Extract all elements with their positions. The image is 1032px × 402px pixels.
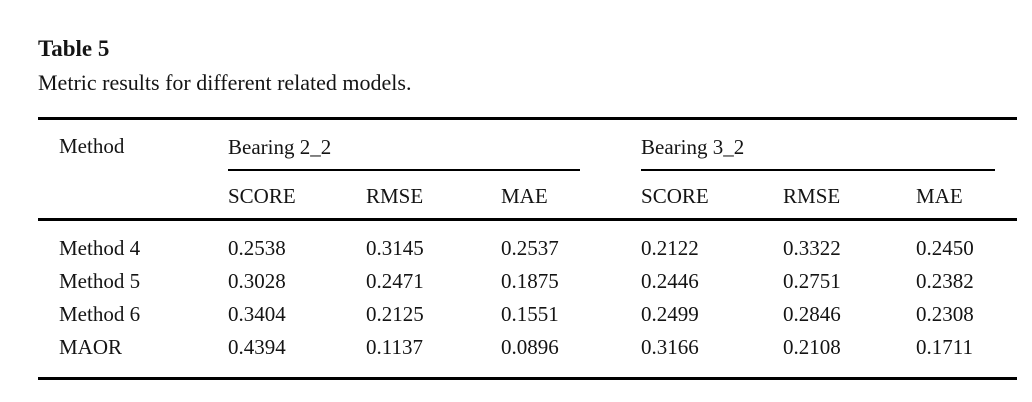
table-row-method-5: Method 5 0.3028 0.2471 0.1875 0.2446 0.2… (38, 265, 1017, 298)
group-label-bearing-2-2: Bearing 2_2 (228, 134, 581, 171)
table-cell: 0.2125 (366, 302, 424, 326)
row-label: Method 5 (59, 269, 141, 293)
table-cell: 0.4394 (228, 335, 286, 359)
table-cell: 0.1875 (501, 269, 559, 293)
row-label: Method 6 (59, 302, 141, 326)
column-group-bearing-3-2: Bearing 3_2 (641, 119, 1017, 171)
column-header-rmse-1: RMSE (366, 171, 501, 221)
table-cell: 0.2122 (641, 236, 699, 260)
table-cell: 0.3166 (641, 335, 699, 359)
table-cell: 0.1551 (501, 302, 559, 326)
group-header-row: Method Bearing 2_2 Bearing 3_2 (38, 118, 1017, 221)
metrics-table: Method Bearing 2_2 Bearing 3_2 SCORE RMS… (38, 117, 1018, 380)
subheader-row: SCORE RMSE MAE SCORE RMSE MAE (38, 171, 1018, 221)
table-cell: 0.2471 (366, 269, 424, 293)
table-cell: 0.1137 (366, 335, 423, 359)
table-cell: 0.3322 (783, 236, 841, 260)
table-cell: 0.2450 (916, 236, 974, 260)
row-label: Method 4 (59, 236, 141, 260)
group-label-bearing-3-2: Bearing 3_2 (641, 134, 996, 171)
table-cell: 0.3145 (366, 236, 424, 260)
table-number-heading: Table 5 (38, 36, 110, 61)
table-cell: 0.2537 (501, 236, 559, 260)
table-cell: 0.2846 (783, 302, 841, 326)
table-cell: 0.3404 (228, 302, 286, 326)
table-cell: 0.3028 (228, 269, 286, 293)
table-row-method-4: Method 4 0.2538 0.3145 0.2537 0.2122 0.3… (38, 220, 1017, 266)
table-cell: 0.2446 (641, 269, 699, 293)
column-header-method: Method (38, 118, 228, 221)
table-cell: 0.2382 (916, 269, 974, 293)
column-header-mae-2: MAE (916, 171, 1018, 221)
column-group-bearing-2-2: Bearing 2_2 (228, 119, 641, 171)
table-cell: 0.2751 (783, 269, 841, 293)
table-caption: Metric results for different related mod… (38, 70, 412, 95)
table-cell: 0.2308 (916, 302, 974, 326)
table-row-maor: MAOR 0.4394 0.1137 0.0896 0.3166 0.2108 … (38, 331, 1017, 379)
column-header-score-1: SCORE (228, 171, 366, 221)
row-label: MAOR (59, 335, 123, 359)
table-cell: 0.2538 (228, 236, 286, 260)
table-cell: 0.1711 (916, 335, 974, 359)
table-cell: 0.0896 (501, 335, 559, 359)
column-header-score-2: SCORE (641, 171, 784, 221)
column-header-mae-1: MAE (501, 171, 642, 221)
table-cell: 0.2499 (641, 302, 699, 326)
column-header-rmse-2: RMSE (783, 171, 917, 221)
table-cell: 0.2108 (783, 335, 841, 359)
table-row-method-6: Method 6 0.3404 0.2125 0.1551 0.2499 0.2… (38, 298, 1017, 331)
